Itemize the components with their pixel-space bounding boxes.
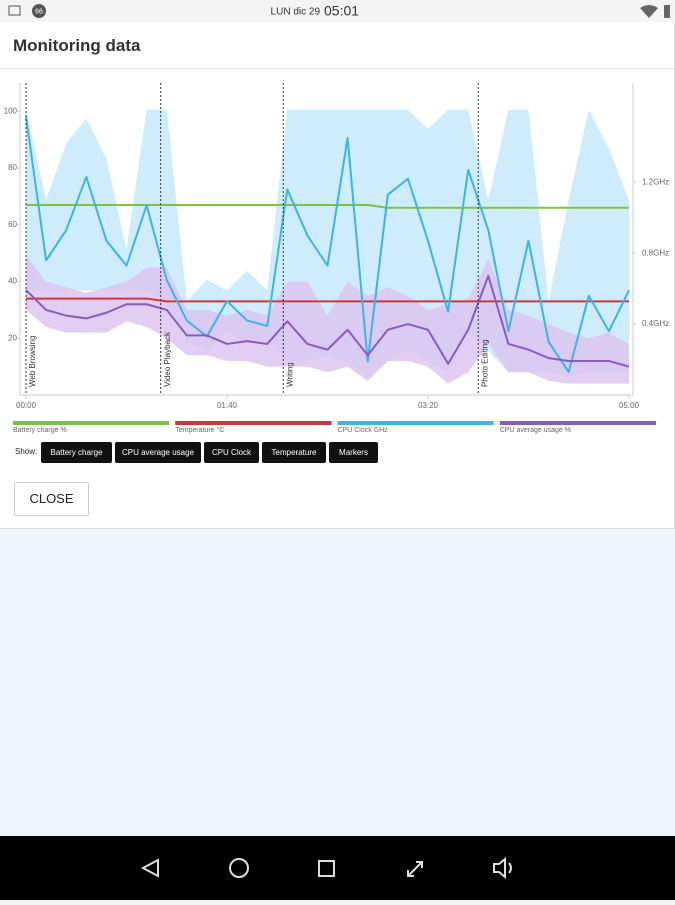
x-tick-label: 01:40	[217, 401, 238, 410]
close-button[interactable]: CLOSE	[14, 482, 89, 516]
y-tick-label: 40	[8, 277, 17, 286]
wifi-icon	[640, 5, 658, 18]
time: 05:01	[324, 3, 359, 19]
date: LUN dic 29	[271, 7, 321, 18]
status-icons: 66 LUN dic 29 05:01	[8, 3, 670, 19]
marker-label: Photo Editing	[480, 339, 489, 387]
y2-tick-label: 0.8GHz	[642, 248, 669, 257]
legend-label: Temperature °C	[175, 426, 224, 434]
legend-swatch	[175, 421, 332, 425]
series-line	[26, 297, 629, 303]
nav-icons	[140, 856, 512, 880]
badge-icon	[32, 4, 46, 18]
badge-text: 66	[35, 8, 43, 15]
series-line	[26, 203, 629, 209]
series-line	[25, 116, 630, 373]
show-label: Show:	[15, 447, 38, 456]
legend-label: CPU Clock GHz	[338, 427, 389, 434]
volume-button[interactable]	[493, 856, 512, 880]
legend-label: Battery charge %	[13, 427, 67, 434]
dialog-title: Monitoring data	[13, 36, 141, 55]
y2-tick-label: 1.2GHz	[642, 177, 669, 186]
x-tick-label: 03:20	[418, 401, 439, 410]
chart: 20 40 60 80 100 0.4GHz 0.8GHz 1.2GHz 00:00 01:40 0…	[4, 83, 669, 434]
gallery-icon	[8, 5, 21, 16]
y2-tick-label: 0.4GHz	[642, 319, 669, 328]
legend-label: CPU average usage %	[500, 427, 571, 434]
recents-button[interactable]	[318, 860, 335, 877]
back-button[interactable]	[140, 858, 159, 878]
toggle-button[interactable]: CPU Clock	[204, 442, 259, 463]
divider	[0, 68, 675, 69]
toggle-button[interactable]: Battery charge	[41, 442, 112, 463]
expand-button[interactable]	[407, 861, 423, 877]
battery-icon	[664, 5, 670, 18]
legend-swatch	[13, 421, 170, 425]
x-tick-label: 05:00	[619, 401, 640, 410]
y-tick-label: 80	[8, 163, 17, 172]
series-line	[25, 274, 630, 368]
marker-label: Web Browsing	[28, 336, 37, 387]
y-tick-label: 100	[4, 106, 18, 115]
toggle-button[interactable]: Markers	[329, 442, 378, 463]
status-bar: 66 LUN dic 29 05:01	[0, 0, 675, 22]
marker-label: Writing	[285, 362, 294, 387]
nav-bar	[0, 836, 675, 900]
legend-swatch	[499, 421, 656, 425]
toggle-button[interactable]: Temperature	[262, 442, 326, 463]
legend-swatch	[337, 421, 494, 425]
y-tick-label: 20	[8, 333, 17, 342]
marker-label: Video Playback	[163, 331, 172, 387]
home-button[interactable]	[229, 858, 249, 878]
x-tick-label: 00:00	[16, 401, 37, 410]
toggle-button[interactable]: CPU average usage	[115, 442, 201, 463]
y-tick-label: 60	[8, 220, 17, 229]
